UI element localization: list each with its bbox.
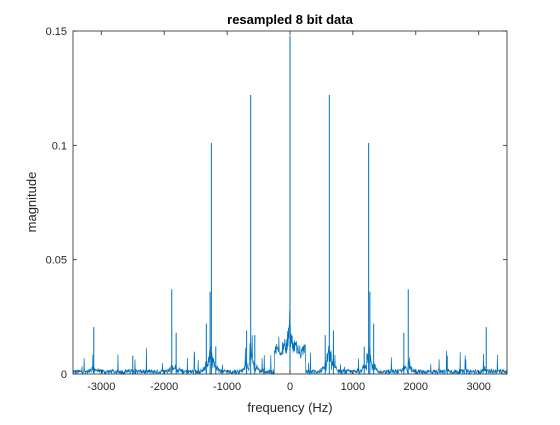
x-tick-label: -3000 — [87, 381, 115, 393]
y-tick-label: 0 — [61, 369, 67, 381]
x-tick-label: 0 — [287, 381, 293, 393]
ticks-layer: -3000 -2000 -1000 0 1000 2000 3000 0 0.05 0.1 0.15 — [46, 26, 507, 393]
y-tick-label: 0.15 — [46, 26, 67, 38]
x-tick-label: 3000 — [466, 381, 490, 393]
x-tick-label: 2000 — [404, 381, 428, 393]
y-tick-label: 0.1 — [52, 140, 67, 152]
x-tick-label: 1000 — [341, 381, 365, 393]
x-tick-label: -1000 — [213, 381, 241, 393]
series-layer — [72, 35, 508, 376]
y-axis-label: magnitude — [24, 172, 39, 233]
y-tick-label: 0.05 — [46, 255, 67, 267]
x-tick-label: -2000 — [150, 381, 178, 393]
chart-title: resampled 8 bit data — [227, 12, 353, 27]
x-axis-label: frequency (Hz) — [247, 400, 332, 415]
